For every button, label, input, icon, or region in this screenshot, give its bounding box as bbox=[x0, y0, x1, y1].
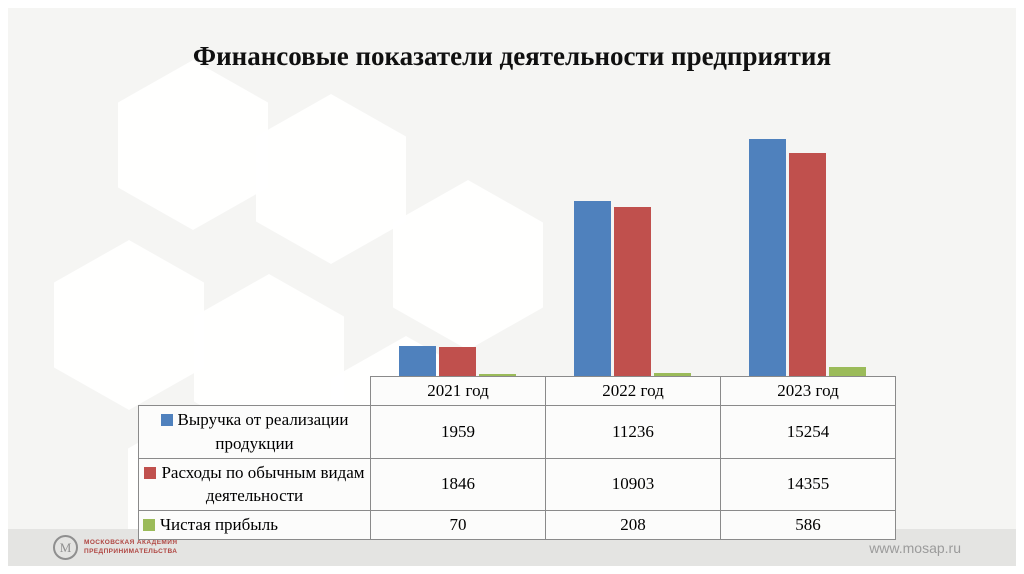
logo-line-1: МОСКОВСКАЯ АКАДЕМИЯ bbox=[84, 539, 178, 547]
bar-group-3 bbox=[720, 136, 895, 376]
slide-background: Финансовые показатели деятельности предп… bbox=[8, 8, 1016, 574]
table-header-row: 2021 год 2022 год 2023 год bbox=[139, 376, 896, 406]
table-header-year: 2022 год bbox=[545, 376, 721, 406]
value-cell: 1846 bbox=[370, 457, 546, 512]
logo-text: МОСКОВСКАЯ АКАДЕМИЯ ПРЕДПРИНИМАТЕЛЬСТВА bbox=[84, 539, 177, 556]
value-cell: 1959 bbox=[370, 405, 546, 459]
hexagon-decoration bbox=[54, 240, 204, 410]
academy-logo: М МОСКОВСКАЯ АКАДЕМИЯ ПРЕДПРИНИМАТЕЛЬСТВ… bbox=[53, 535, 177, 560]
table-row: Расходы по обычным видам деятельности 184… bbox=[138, 457, 896, 512]
legend-marker-icon bbox=[143, 519, 155, 532]
website-text: www.mosap.ru bbox=[869, 539, 961, 556]
table-row: Выручка от реализации продукции 1959 11236… bbox=[138, 405, 896, 459]
series-label-cell: Расходы по обычным видам деятельности bbox=[138, 457, 371, 512]
value-cell: 10903 bbox=[545, 457, 721, 512]
value-cell: 14355 bbox=[720, 457, 896, 512]
legend-marker-icon bbox=[160, 414, 173, 426]
bar bbox=[789, 153, 826, 376]
table-header-year: 2021 год bbox=[370, 376, 546, 406]
hexagon-decoration bbox=[118, 60, 268, 230]
table-header-year: 2023 год bbox=[720, 376, 896, 406]
series-label-cell: Чистая прибыль bbox=[138, 510, 371, 540]
series-label-cell: Выручка от реализации продукции bbox=[138, 405, 371, 459]
table-corner-cell bbox=[139, 377, 371, 406]
bar-group-2 bbox=[545, 136, 720, 376]
data-table: 2021 год 2022 год 2023 год Выручка от реали… bbox=[138, 376, 896, 540]
bar bbox=[654, 373, 691, 376]
bar-chart bbox=[370, 136, 895, 376]
value-cell: 11236 bbox=[545, 405, 721, 459]
legend-marker-icon bbox=[144, 466, 157, 479]
value-cell: 70 bbox=[370, 510, 546, 540]
value-cell: 586 bbox=[720, 510, 896, 540]
bar bbox=[439, 347, 476, 376]
bar bbox=[614, 207, 651, 376]
value-cell: 208 bbox=[545, 510, 721, 540]
slide-title: Финансовые показатели деятельности предп… bbox=[192, 41, 832, 71]
value-cell: 15254 bbox=[720, 405, 896, 459]
logo-line-2: ПРЕДПРИНИМАТЕЛЬСТВА bbox=[84, 547, 178, 555]
bar bbox=[829, 367, 866, 376]
bar-group-1 bbox=[370, 136, 545, 376]
bar bbox=[749, 139, 786, 376]
bar bbox=[399, 346, 436, 376]
bar bbox=[574, 201, 611, 376]
bar bbox=[479, 374, 516, 376]
logo-icon: М bbox=[53, 535, 78, 560]
table-row: Чистая прибыль 70 208 586 bbox=[138, 510, 896, 540]
